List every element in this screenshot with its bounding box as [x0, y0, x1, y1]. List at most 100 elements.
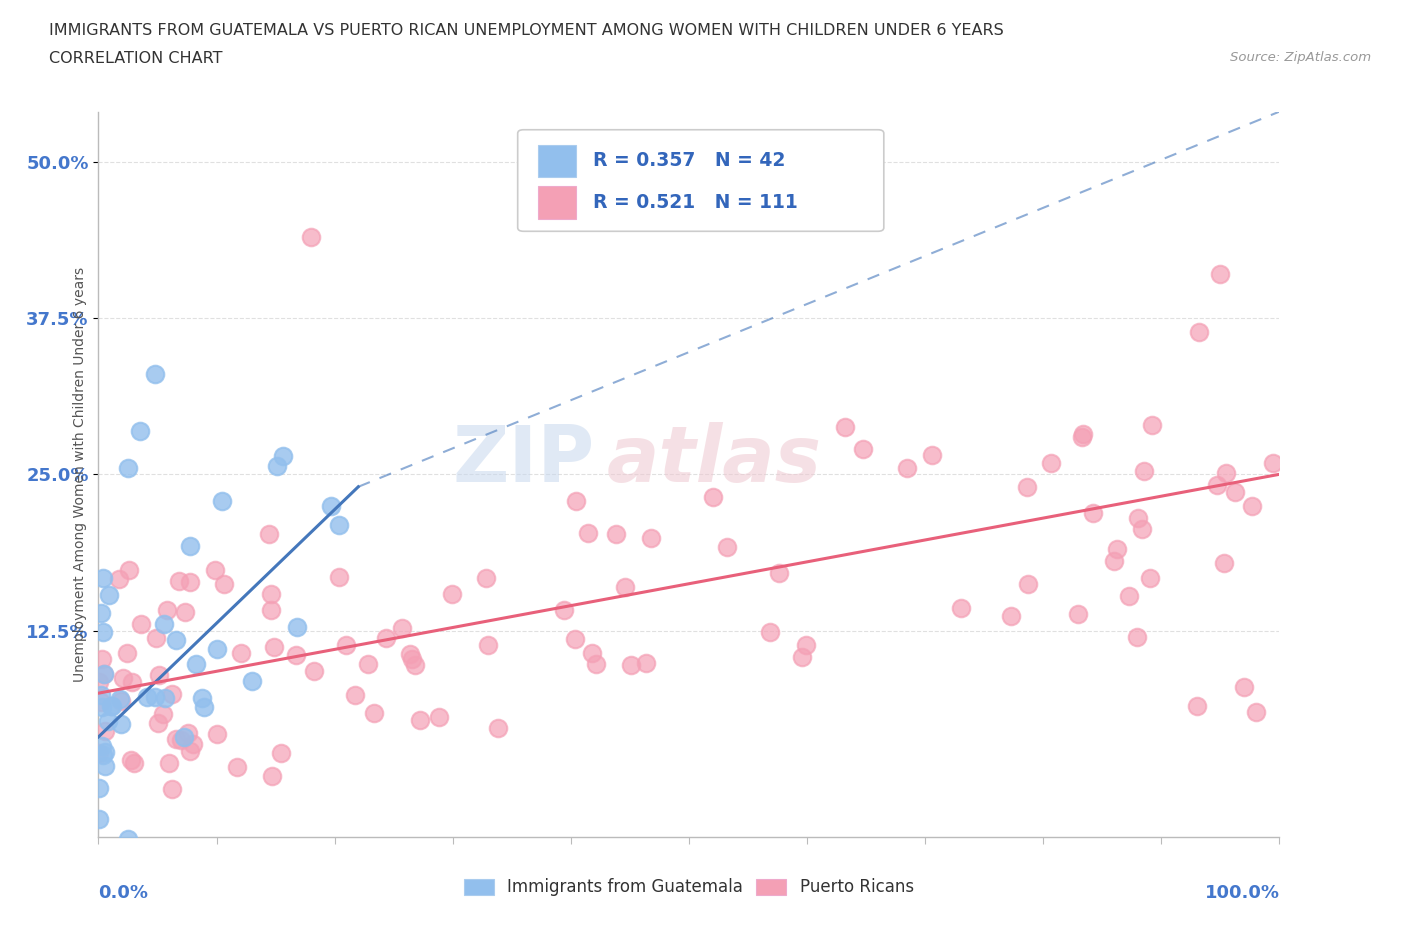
FancyBboxPatch shape: [537, 144, 575, 178]
Point: [1015, 480, 1038, 495]
Point: [110, 694, 132, 709]
Point: [273, 448, 295, 463]
Point: [1105, 541, 1128, 556]
Point: [101, 698, 124, 713]
Point: [173, 729, 195, 744]
Point: [110, 717, 132, 732]
Point: [148, 668, 170, 683]
Point: [143, 366, 166, 381]
Point: [94, 745, 117, 760]
Point: [121, 674, 143, 689]
Point: [302, 663, 325, 678]
Text: ZIP: ZIP: [453, 422, 595, 498]
Point: [576, 525, 599, 540]
Point: [1188, 325, 1211, 339]
Point: [98, 588, 121, 603]
Point: [87, 812, 110, 827]
Point: [174, 604, 197, 619]
Point: [564, 631, 586, 646]
Point: [363, 706, 385, 721]
Point: [87, 781, 110, 796]
Point: [260, 768, 283, 783]
Point: [1215, 466, 1237, 481]
Point: [211, 493, 233, 508]
Point: [759, 624, 782, 639]
Point: [1104, 553, 1126, 568]
Point: [165, 731, 187, 746]
Point: [108, 572, 131, 587]
FancyBboxPatch shape: [517, 130, 884, 232]
Point: [299, 229, 322, 244]
Point: [1083, 505, 1105, 520]
Point: [401, 652, 423, 667]
Point: [1206, 477, 1229, 492]
Point: [115, 645, 138, 660]
Text: 0.0%: 0.0%: [98, 884, 149, 902]
Point: [613, 579, 636, 594]
Point: [896, 460, 918, 475]
Point: [1139, 570, 1161, 585]
Point: [93, 666, 115, 681]
Point: [90, 605, 112, 620]
Point: [1125, 630, 1147, 644]
Point: [335, 638, 357, 653]
Point: [1128, 511, 1150, 525]
Point: [634, 656, 657, 671]
Point: [90, 651, 112, 666]
Point: [231, 646, 253, 661]
Point: [257, 526, 280, 541]
Text: atlas: atlas: [606, 422, 821, 498]
Point: [404, 658, 426, 672]
Point: [146, 715, 169, 730]
Point: [1071, 427, 1094, 442]
Point: [1213, 555, 1236, 570]
Point: [1071, 430, 1094, 445]
Point: [285, 620, 308, 635]
Point: [834, 419, 856, 434]
Point: [120, 753, 142, 768]
Point: [374, 631, 396, 645]
Point: [157, 756, 180, 771]
Point: [266, 458, 288, 473]
Point: [205, 726, 228, 741]
Point: [1185, 698, 1208, 713]
Point: [565, 494, 588, 509]
Point: [165, 632, 187, 647]
Point: [260, 603, 283, 618]
Point: [93, 666, 115, 681]
Point: [160, 686, 183, 701]
Point: [409, 712, 432, 727]
Point: [1209, 267, 1232, 282]
Point: [716, 539, 738, 554]
Point: [117, 563, 139, 578]
Point: [89, 845, 111, 860]
Point: [169, 573, 191, 588]
Point: [90, 738, 112, 753]
Point: [263, 639, 285, 654]
Point: [179, 575, 201, 590]
Text: R = 0.357   N = 42: R = 0.357 N = 42: [593, 152, 786, 170]
Y-axis label: Unemployment Among Women with Children Under 6 years: Unemployment Among Women with Children U…: [73, 267, 87, 682]
Point: [398, 647, 420, 662]
Point: [1067, 606, 1090, 621]
Point: [179, 538, 201, 553]
Point: [205, 642, 228, 657]
Point: [179, 744, 201, 759]
Point: [1241, 498, 1264, 513]
FancyBboxPatch shape: [537, 186, 575, 219]
Point: [1017, 577, 1039, 591]
Point: [260, 587, 283, 602]
Point: [156, 603, 179, 618]
Text: R = 0.521   N = 111: R = 0.521 N = 111: [593, 193, 799, 212]
Text: IMMIGRANTS FROM GUATEMALA VS PUERTO RICAN UNEMPLOYMENT AMONG WOMEN WITH CHILDREN: IMMIGRANTS FROM GUATEMALA VS PUERTO RICA…: [49, 23, 1004, 38]
Point: [1132, 464, 1154, 479]
Point: [319, 498, 342, 513]
Point: [153, 691, 176, 706]
Point: [152, 616, 174, 631]
Point: [93, 724, 115, 739]
Point: [181, 737, 204, 751]
Point: [1233, 680, 1256, 695]
Point: [391, 620, 413, 635]
Point: [91, 699, 114, 714]
Point: [585, 656, 607, 671]
